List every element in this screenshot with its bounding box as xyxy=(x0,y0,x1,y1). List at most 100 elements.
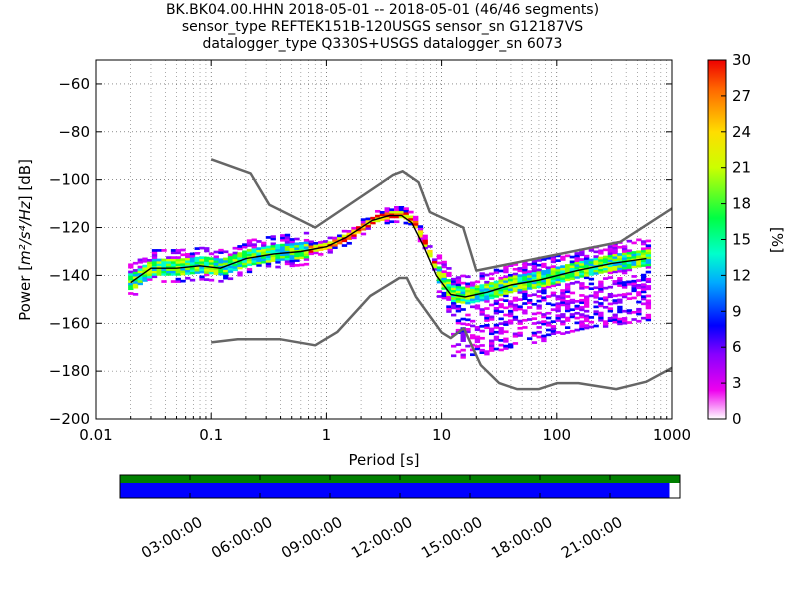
heatmap-cell xyxy=(413,215,419,219)
heatmap-cell xyxy=(583,254,590,258)
timeline-psd-bar xyxy=(120,483,670,498)
heatmap-cell xyxy=(631,253,637,257)
heatmap-cell xyxy=(275,244,281,247)
heatmap-cell xyxy=(517,334,523,337)
heatmap-cell xyxy=(503,347,509,350)
heatmap-cell xyxy=(626,297,633,300)
heatmap-cell xyxy=(460,281,466,285)
heatmap-cell xyxy=(640,302,647,306)
heatmap-cell xyxy=(318,241,324,244)
heatmap-cell xyxy=(460,293,466,297)
heatmap-cell xyxy=(503,299,509,302)
colorbar-tick-label: 30 xyxy=(732,51,751,69)
heatmap-cell xyxy=(455,283,462,287)
heatmap-cell xyxy=(498,310,504,314)
heatmap-cell xyxy=(132,276,139,279)
heatmap-cell xyxy=(275,251,281,255)
heatmap-cell xyxy=(531,331,538,335)
heatmap-cell xyxy=(460,308,466,311)
heatmap-cell xyxy=(142,279,148,282)
heatmap-cell xyxy=(360,223,367,226)
heatmap-cell xyxy=(617,253,623,256)
heatmap-cell xyxy=(232,266,238,269)
heatmap-cell xyxy=(493,323,500,327)
heatmap-cell xyxy=(422,234,428,238)
heatmap-cell xyxy=(474,287,481,291)
heatmap-cell xyxy=(403,221,409,225)
heatmap-cell xyxy=(460,298,466,302)
heatmap-cell xyxy=(488,341,495,345)
heatmap-cell xyxy=(564,254,571,258)
heatmap-cell xyxy=(470,305,476,309)
heatmap-cell xyxy=(180,263,186,266)
heatmap-cell xyxy=(151,270,158,274)
heatmap-cell xyxy=(612,294,618,298)
heatmap-cell xyxy=(479,310,485,314)
heatmap-cell xyxy=(280,236,286,240)
heatmap-cell xyxy=(189,278,196,282)
heatmap-cell xyxy=(555,280,561,284)
heatmap-cell xyxy=(446,281,452,285)
heatmap-cell xyxy=(607,292,614,296)
heatmap-cell xyxy=(564,319,571,322)
heatmap-cell xyxy=(132,285,139,289)
heatmap-cell xyxy=(484,285,490,289)
heatmap-cell xyxy=(498,348,504,352)
heatmap-cell xyxy=(545,295,552,298)
heatmap-cell xyxy=(607,252,614,255)
heatmap-cell xyxy=(455,295,462,299)
heatmap-cell xyxy=(455,304,462,308)
heatmap-cell xyxy=(451,313,457,317)
heatmap-cell xyxy=(308,250,314,253)
heatmap-cell xyxy=(522,266,528,269)
heatmap-cell xyxy=(432,263,438,266)
heatmap-cell xyxy=(232,246,238,250)
heatmap-cell xyxy=(303,250,310,254)
heatmap-cell xyxy=(394,215,400,219)
heatmap-cell xyxy=(612,282,618,286)
heatmap-cell xyxy=(631,255,637,259)
heatmap-cell xyxy=(555,297,561,301)
heatmap-cell xyxy=(208,257,215,260)
heatmap-cell xyxy=(327,236,333,240)
heatmap-cell xyxy=(484,319,490,322)
heatmap-cell xyxy=(583,326,590,330)
heatmap-cell xyxy=(512,284,519,288)
heatmap-cell xyxy=(465,284,471,288)
heatmap-cell xyxy=(398,215,405,219)
heatmap-cell xyxy=(507,278,514,282)
heatmap-cell xyxy=(408,222,414,226)
heatmap-cell xyxy=(384,209,390,213)
heatmap-cell xyxy=(351,234,357,237)
heatmap-cell xyxy=(460,300,466,304)
heatmap-cell xyxy=(512,277,519,281)
heatmap-cell xyxy=(446,274,452,277)
heatmap-cell xyxy=(389,220,395,224)
heatmap-cell xyxy=(337,234,343,238)
heatmap-cell xyxy=(441,265,447,269)
heatmap-cell xyxy=(175,265,181,269)
heatmap-cell xyxy=(261,258,267,262)
heatmap-cell xyxy=(384,221,390,225)
heatmap-cell xyxy=(365,217,371,221)
heatmap-cell xyxy=(365,227,371,230)
heatmap-cell xyxy=(522,287,528,291)
heatmap-cell xyxy=(569,267,576,271)
heatmap-cell xyxy=(147,263,153,267)
heatmap-cell xyxy=(512,272,519,276)
heatmap-cell xyxy=(270,254,276,258)
heatmap-cell xyxy=(522,275,528,279)
heatmap-cell xyxy=(289,259,295,263)
heatmap-cell xyxy=(579,325,585,328)
heatmap-cell xyxy=(621,283,628,287)
heatmap-cell xyxy=(526,306,533,309)
heatmap-cell xyxy=(161,258,167,262)
heatmap-cell xyxy=(194,261,200,265)
heatmap-cell xyxy=(579,274,585,278)
heatmap-cell xyxy=(232,263,238,267)
heatmap-cell xyxy=(522,318,528,322)
heatmap-cell xyxy=(564,304,571,308)
heatmap-cell xyxy=(574,328,580,332)
heatmap-cell xyxy=(541,296,547,300)
heatmap-cell xyxy=(636,291,642,294)
